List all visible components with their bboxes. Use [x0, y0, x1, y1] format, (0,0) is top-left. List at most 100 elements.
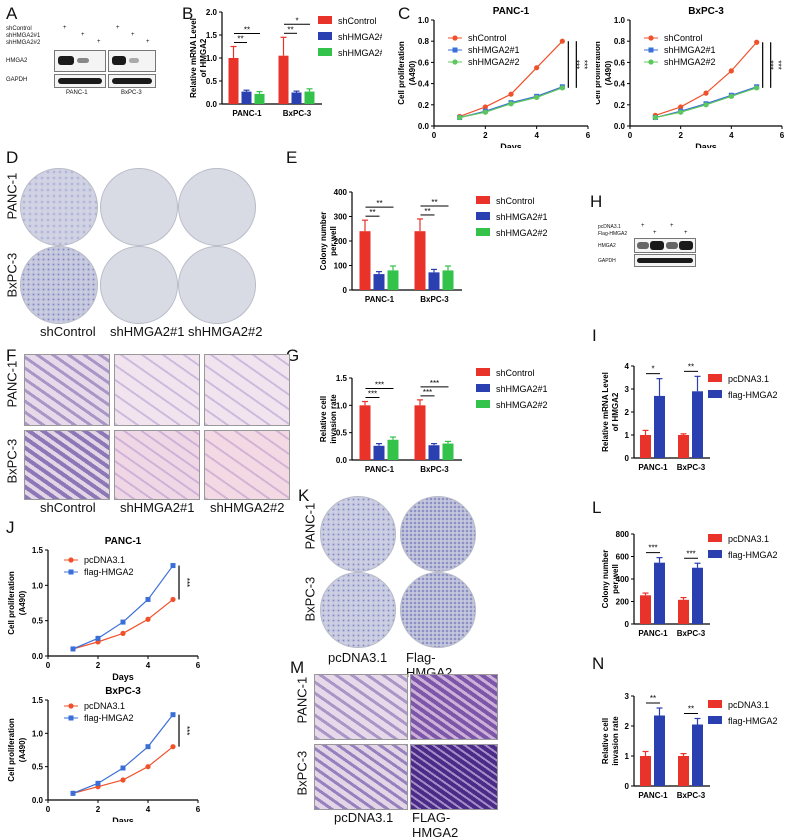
- legend-marker: [452, 35, 458, 41]
- x-axis-label: Days: [695, 142, 717, 148]
- legend-label: shControl: [338, 16, 377, 26]
- x-tick-label: PANC-1: [232, 109, 262, 118]
- y-tick-label: 0: [343, 286, 348, 295]
- bar: [692, 567, 703, 624]
- colony-dish: [100, 168, 178, 246]
- legend-label: flag-HMGA2: [728, 716, 778, 726]
- bar: [654, 715, 665, 786]
- col-label: shControl: [40, 500, 96, 515]
- data-point: [145, 744, 151, 750]
- data-point: [120, 777, 126, 783]
- invasion-image: [24, 354, 110, 426]
- x-tick-label: PANC-1: [638, 629, 668, 638]
- colony-dish: [400, 496, 476, 572]
- invasion-image: [410, 674, 498, 740]
- blot-membrane: [108, 74, 156, 88]
- sig-label: **: [431, 198, 437, 207]
- y-tick-label: 1.5: [32, 696, 44, 705]
- y-tick-label: 400: [334, 188, 348, 197]
- y-tick-label: 1: [625, 752, 630, 761]
- chart-j-bxpc3: 0.0 0.5 1.0 1.5 0 2 4 6 Days BxPC-3 Cell prolifera…: [7, 686, 201, 822]
- data-point: [678, 109, 684, 115]
- bar: [291, 92, 302, 104]
- y-axis-label: Relative cell: [601, 718, 610, 764]
- sig-label: *: [295, 16, 298, 25]
- legend-swatch: [476, 400, 490, 408]
- sig-label: **: [244, 26, 250, 35]
- y-tick-label: 0.4: [614, 80, 626, 89]
- panel-letter-d: D: [6, 148, 19, 167]
- panel-letter-n: N: [592, 654, 605, 673]
- invasion-image: [314, 744, 408, 810]
- panel-letter-m: M: [290, 658, 305, 677]
- y-axis-label: (A490): [604, 60, 613, 85]
- y-tick-label: 0.0: [206, 100, 218, 109]
- bar: [442, 443, 454, 460]
- invasion-image: [410, 744, 498, 810]
- blot-a-band-gapdh: GAPDH: [6, 77, 28, 83]
- sig-label: ***: [182, 726, 191, 735]
- y-axis-label: Colony number: [601, 550, 610, 609]
- y-tick-label: 400: [616, 575, 630, 584]
- y-tick-label: 0.6: [614, 58, 626, 67]
- x-tick-label: 6: [780, 131, 785, 140]
- row-label: PANC-1: [294, 676, 310, 724]
- sign: +: [116, 25, 120, 31]
- blot-h-band-gapdh: GAPDH: [598, 258, 616, 264]
- chart-j-panc1: 0.0 0.5 1.0 1.5 0 2 4 6 Days PANC-1 Cell prolifera…: [7, 536, 201, 682]
- colony-dish: [178, 246, 256, 324]
- bar: [640, 756, 651, 786]
- sign: +: [131, 32, 135, 38]
- bar: [414, 231, 426, 290]
- y-tick-label: 0: [625, 454, 630, 463]
- bar: [387, 270, 399, 290]
- sign: +: [653, 230, 657, 236]
- y-tick-label: 0.8: [614, 37, 626, 46]
- y-axis-label: Relative mRNA Level: [189, 18, 198, 98]
- sig-label: *: [651, 365, 654, 374]
- legend-swatch: [476, 212, 490, 220]
- bar: [654, 562, 665, 624]
- data-point: [728, 93, 734, 99]
- legend-label: shHMGA2#1: [468, 45, 520, 55]
- x-tick-label: 2: [483, 131, 488, 140]
- x-tick-label: BxPC-3: [677, 629, 706, 638]
- y-axis-label: Cell proliferation: [7, 571, 16, 635]
- sig-label: ***: [686, 549, 695, 558]
- y-tick-label: 0.5: [206, 77, 218, 86]
- sign: +: [641, 223, 645, 229]
- data-point: [457, 114, 463, 121]
- blot-membrane: [634, 238, 696, 253]
- colony-dish: [178, 168, 256, 246]
- bar: [678, 435, 689, 458]
- x-tick-label: BxPC-3: [677, 791, 706, 800]
- row-label: BxPC-3: [302, 576, 318, 622]
- y-axis-label: of HMGA2: [199, 38, 208, 77]
- bar: [228, 58, 239, 104]
- y-tick-label: 600: [616, 553, 630, 562]
- colony-dish: [320, 496, 396, 572]
- bar: [359, 405, 371, 460]
- x-tick-label: BxPC-3: [283, 109, 312, 118]
- y-axis-label: Cell proliferation: [398, 41, 406, 105]
- col-label: shHMGA2#1: [110, 324, 185, 339]
- bar: [373, 274, 385, 290]
- bar: [304, 91, 315, 104]
- western-blot-a: shControl shHMGA2#1 shHMGA2#2 + + + + + …: [6, 22, 156, 112]
- sig-label: ***: [368, 390, 377, 399]
- data-point: [170, 744, 176, 750]
- y-axis-label: (A490): [18, 737, 27, 762]
- bar: [428, 445, 440, 460]
- sign: +: [97, 39, 101, 45]
- y-tick-label: 300: [334, 213, 348, 222]
- y-tick-label: 1: [625, 431, 630, 440]
- col-label: shHMGA2#1: [120, 500, 195, 515]
- blot-membrane: [54, 50, 106, 72]
- data-point: [145, 596, 151, 602]
- legend-label: shHMGA2#1: [496, 212, 548, 222]
- y-axis-label: per well: [611, 564, 620, 594]
- chart-title: BxPC-3: [105, 686, 141, 697]
- legend-marker: [68, 557, 74, 563]
- data-point: [703, 102, 709, 108]
- y-tick-label: 4: [625, 362, 630, 371]
